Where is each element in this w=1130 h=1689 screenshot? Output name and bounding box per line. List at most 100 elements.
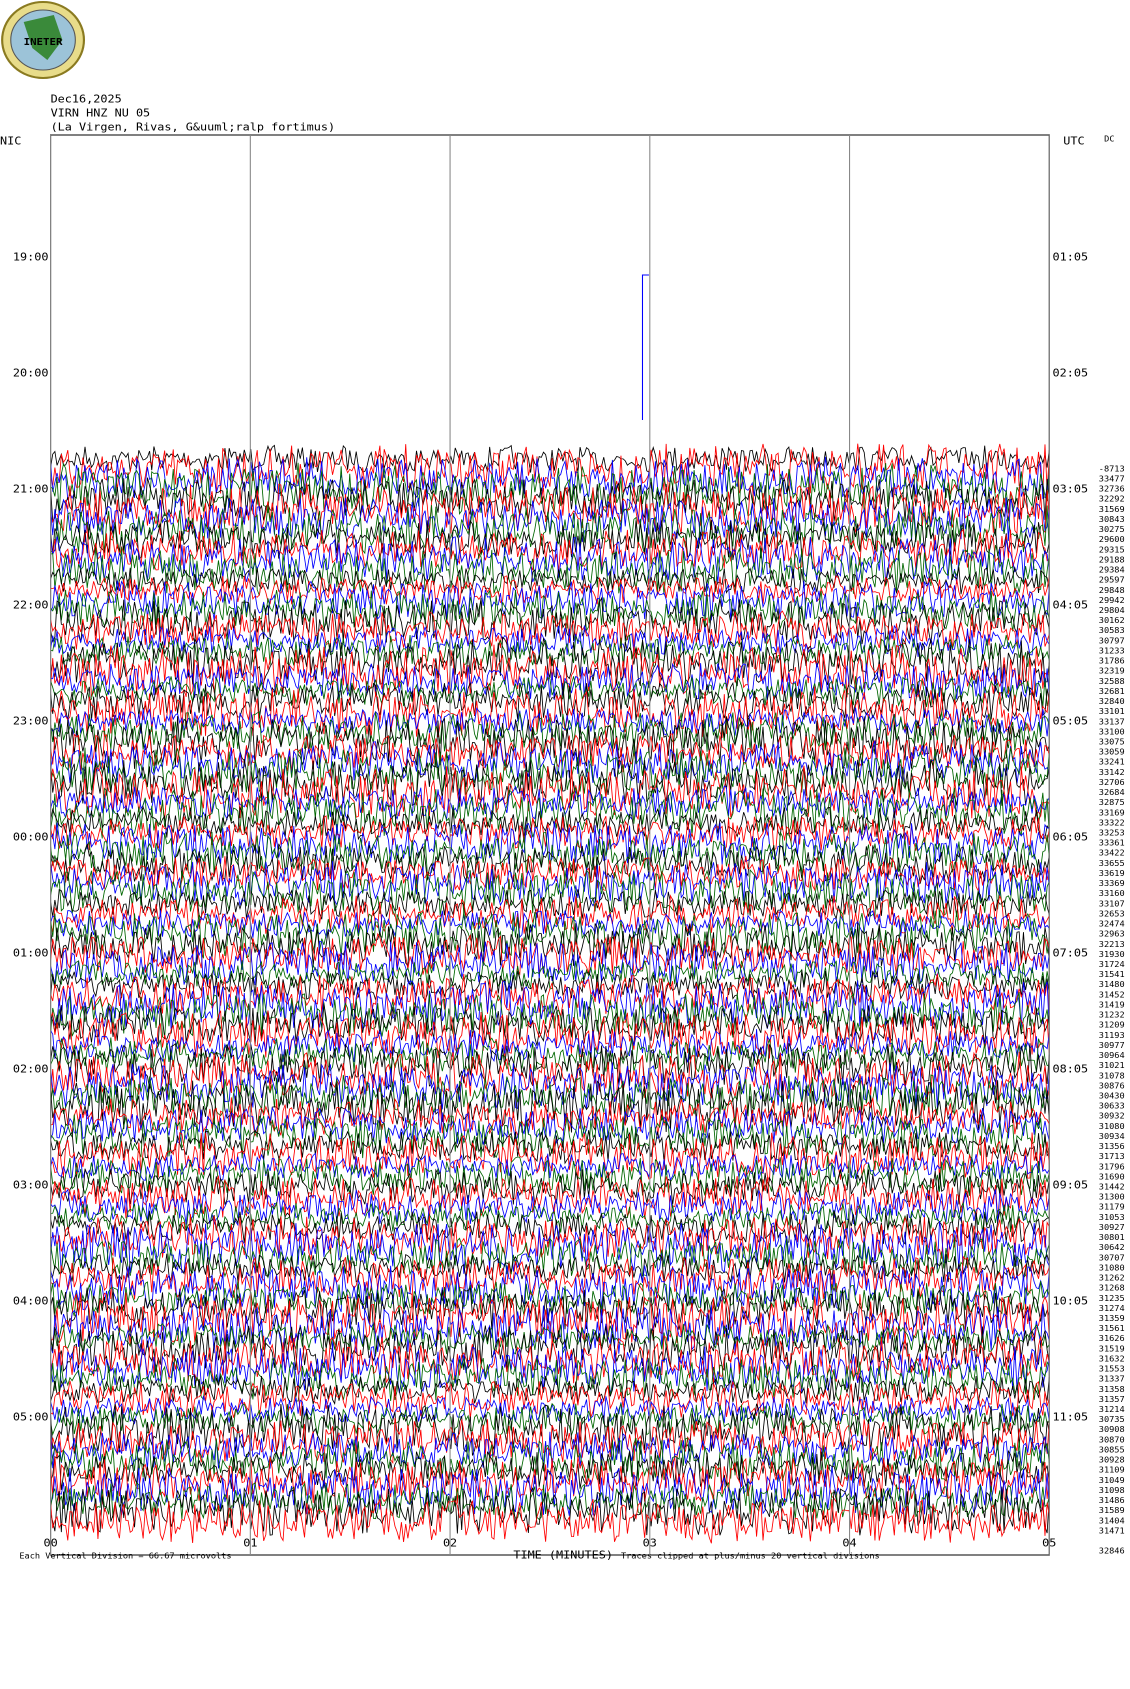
dc-value: 31519	[1099, 1344, 1125, 1354]
dc-value: 31404	[1099, 1516, 1125, 1526]
trace	[50, 765, 1050, 821]
dc-value: 29188	[1099, 555, 1125, 565]
dc-value: 32963	[1099, 929, 1125, 939]
dc-value: 31209	[1099, 1020, 1125, 1030]
dc-label: DC	[1104, 134, 1114, 144]
x-tick-label: 04	[842, 1536, 856, 1549]
dc-value: 33422	[1099, 848, 1125, 858]
dc-value: 31486	[1099, 1495, 1125, 1505]
trace	[50, 544, 1050, 596]
left-time: 00:00	[13, 830, 49, 843]
right-time: 08:05	[1053, 1062, 1089, 1075]
trace	[50, 483, 1050, 536]
dc-value: 31690	[1099, 1172, 1125, 1182]
dc-value: 31419	[1099, 1000, 1125, 1010]
dc-value: 31359	[1099, 1313, 1125, 1323]
trace	[50, 1130, 1050, 1165]
trace	[50, 1253, 1050, 1283]
dc-value: 32736	[1099, 484, 1125, 494]
dc-value: 30934	[1099, 1131, 1125, 1141]
trace	[50, 1325, 1050, 1374]
trace	[50, 686, 1050, 739]
trace	[50, 1168, 1050, 1206]
dc-value: 31589	[1099, 1505, 1125, 1515]
dc-value: 30735	[1099, 1414, 1125, 1424]
trace	[50, 909, 1050, 939]
dc-value: 33075	[1099, 737, 1125, 747]
right-time: 05:05	[1053, 714, 1089, 727]
dc-value: 33100	[1099, 727, 1125, 737]
dc-value: 29315	[1099, 545, 1125, 555]
left-time: 03:00	[13, 1178, 49, 1191]
trace	[50, 1201, 1050, 1233]
dc-value: 33107	[1099, 899, 1125, 909]
dc-value: 32846	[1099, 1546, 1125, 1556]
dc-value: 29942	[1099, 595, 1125, 605]
trace	[50, 707, 1050, 737]
scale-note: Each Vertical Division = 66.67 microvolt…	[19, 1551, 231, 1561]
left-time: 02:00	[13, 1062, 49, 1075]
dc-value: 31713	[1099, 1151, 1125, 1161]
trace	[50, 1280, 1050, 1318]
trace	[50, 536, 1050, 585]
dc-value: 30801	[1099, 1232, 1125, 1242]
dc-value: 31796	[1099, 1162, 1125, 1172]
x-tick-label: 00	[43, 1536, 57, 1549]
x-tick-label: 05	[1042, 1536, 1056, 1549]
left-label: NIC	[0, 134, 21, 147]
dc-value: 31179	[1099, 1202, 1125, 1212]
dc-value: 33655	[1099, 858, 1125, 868]
right-time: 06:05	[1053, 830, 1089, 843]
left-time: 01:00	[13, 946, 49, 959]
dc-value: 31724	[1099, 959, 1125, 969]
dc-value: 32319	[1099, 666, 1125, 676]
dc-value: 31300	[1099, 1192, 1125, 1202]
trace	[50, 1466, 1050, 1516]
dc-value: 32213	[1099, 939, 1125, 949]
dc-value: 31098	[1099, 1485, 1125, 1495]
dc-value: 31569	[1099, 504, 1125, 514]
trace	[50, 732, 1050, 773]
left-time: 19:00	[13, 250, 49, 263]
dc-value: 30928	[1099, 1455, 1125, 1465]
dc-value: 31080	[1099, 1121, 1125, 1131]
trace	[50, 1499, 1050, 1544]
traces	[50, 274, 1050, 1544]
dc-value: 29804	[1099, 605, 1125, 615]
dc-value: 32840	[1099, 696, 1125, 706]
trace	[50, 1010, 1050, 1059]
dc-value: 31541	[1099, 969, 1125, 979]
dc-value: 31561	[1099, 1323, 1125, 1333]
dc-value: 30932	[1099, 1111, 1125, 1121]
dc-value: 30583	[1099, 626, 1125, 636]
dc-value: 30927	[1099, 1222, 1125, 1232]
dc-value: 30797	[1099, 636, 1125, 646]
dc-value: 30977	[1099, 1040, 1125, 1050]
trace	[50, 970, 1050, 1001]
dc-value: 31442	[1099, 1182, 1125, 1192]
x-axis-title: TIME (MINUTES)	[513, 1548, 613, 1561]
right-label: UTC	[1063, 134, 1084, 147]
dc-value: 31357	[1099, 1394, 1125, 1404]
right-time: 02:05	[1053, 366, 1089, 379]
dc-value: 31109	[1099, 1465, 1125, 1475]
dc-value: 31262	[1099, 1273, 1125, 1283]
x-tick-label: 01	[243, 1536, 257, 1549]
dc-value: 29600	[1099, 535, 1125, 545]
trace	[50, 1486, 1050, 1536]
dc-value: 32875	[1099, 797, 1125, 807]
dc-value: 33369	[1099, 878, 1125, 888]
dc-value: 31337	[1099, 1374, 1125, 1384]
dc-value: 30870	[1099, 1435, 1125, 1445]
trace	[50, 566, 1050, 595]
trace	[50, 932, 1050, 976]
trace	[50, 1287, 1050, 1331]
dc-value: 31053	[1099, 1212, 1125, 1222]
dc-value: 30275	[1099, 524, 1125, 534]
trace	[50, 1174, 1050, 1219]
trace	[50, 676, 1050, 707]
dc-value: 31049	[1099, 1475, 1125, 1485]
trace	[50, 785, 1050, 822]
station: VIRN HNZ NU 05	[51, 106, 151, 119]
